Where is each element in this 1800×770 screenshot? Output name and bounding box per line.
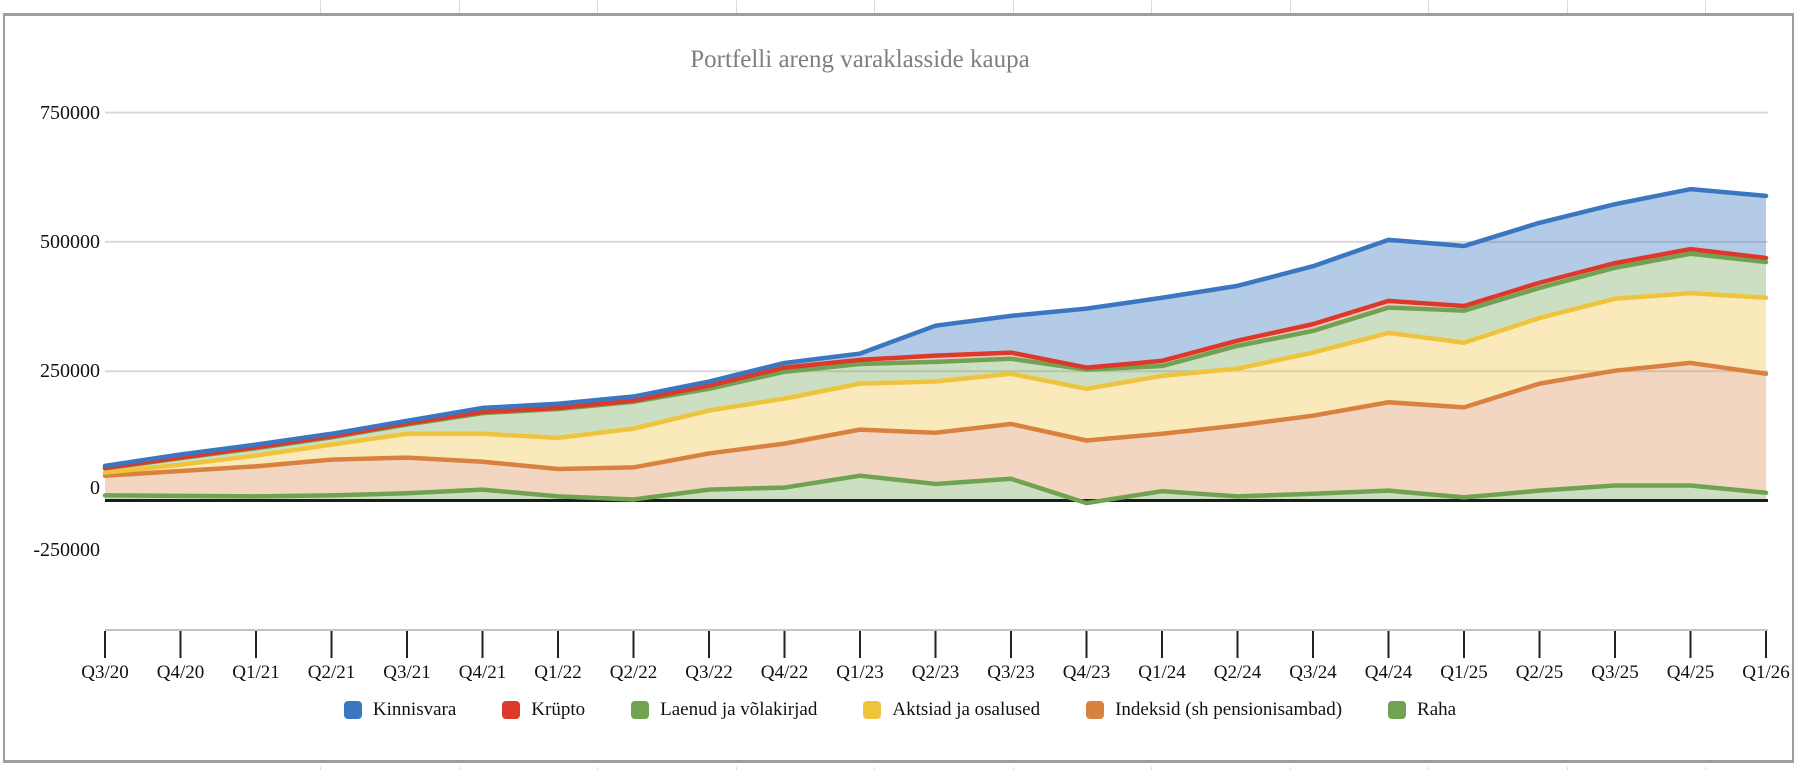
series-line-Raha (102, 473, 1769, 506)
x-axis-tick-label: Q3/24 (1289, 662, 1337, 683)
legend-item-raha: Raha (1388, 699, 1456, 721)
chart-object[interactable] (3, 13, 1794, 763)
legend-item-label: Indeksid (sh pensionisambad) (1115, 699, 1343, 720)
column-border-line (1567, 0, 1568, 13)
column-border-line (874, 767, 875, 770)
y-axis-tick-label: -250000 (33, 539, 100, 561)
column-border-line (597, 767, 598, 770)
legend-item-label: Laenud ja võlakirjad (660, 699, 818, 720)
column-border-line (1428, 0, 1429, 13)
column-border-line (1151, 767, 1152, 770)
x-axis-tick-label: Q4/25 (1666, 662, 1715, 683)
column-border-line (1428, 767, 1429, 770)
x-axis-tick-label: Q1/25 (1440, 662, 1488, 683)
series-area-Kinnisvara (105, 189, 1766, 468)
legend-swatch-icon (1388, 701, 1407, 719)
column-border-line (1013, 0, 1014, 13)
series-line-Kinnisvara (102, 186, 1769, 469)
y-axis-tick-label: 0 (90, 477, 100, 499)
column-border-line (736, 0, 737, 13)
chart-legend: Kinnisvara Krüpto Laenud ja võlakirjad Akts… (0, 699, 1800, 721)
legend-item-label: Krüpto (531, 699, 586, 720)
series-line-Aktsiad ja osalused (102, 290, 1769, 475)
series-area-Aktsiad ja osalused (105, 293, 1766, 476)
x-axis-tick-label: Q1/26 (1742, 662, 1790, 683)
series-line-Krüpto (102, 246, 1769, 471)
column-border-line (597, 0, 598, 13)
x-axis-tick-label: Q2/22 (609, 662, 658, 683)
column-border-line (1567, 767, 1568, 770)
x-axis-tick-label: Q1/23 (836, 662, 884, 683)
y-axis-tick-label: 750000 (40, 101, 100, 124)
legend-swatch-icon (502, 701, 521, 719)
series-area-Raha (105, 475, 1766, 504)
x-axis-tick-label: Q4/24 (1364, 662, 1413, 683)
column-border-line (874, 0, 875, 13)
x-axis-tick-label: Q3/21 (383, 662, 431, 683)
x-axis-tick-label: Q4/22 (760, 662, 809, 683)
column-border-line (736, 767, 737, 770)
x-axis-tick-label: Q4/23 (1062, 662, 1111, 683)
column-border-line (320, 0, 321, 13)
x-axis-tick-label: Q3/20 (81, 662, 129, 683)
x-axis-tick-label: Q2/23 (911, 662, 960, 683)
x-axis-tick-label: Q3/23 (987, 662, 1035, 683)
legend-item-label: Raha (1417, 699, 1457, 720)
x-axis-tick-label: Q1/22 (534, 662, 582, 683)
legend-item-kinnisvara: Kinnisvara (343, 699, 457, 721)
column-border-line (459, 767, 460, 770)
column-border-line (320, 767, 321, 770)
series-area-Krüpto (105, 249, 1766, 469)
column-border-line (1151, 0, 1152, 13)
legend-item-label: Aktsiad ja osalused (892, 699, 1041, 720)
x-axis-tick-label: Q4/21 (458, 662, 507, 683)
x-axis-tick-label: Q2/24 (1213, 662, 1262, 683)
legend-item-label: Kinnisvara (372, 699, 457, 720)
legend-swatch-icon (343, 701, 362, 719)
legend-swatch-icon (1086, 701, 1105, 719)
column-border-line (1013, 767, 1014, 770)
legend-item-krüpto: Krüpto (502, 699, 585, 721)
x-axis-tick-label: Q3/25 (1591, 662, 1639, 683)
column-border-line (1290, 0, 1291, 13)
chart-title: Portfelli areng varaklasside kaupa (690, 46, 1030, 73)
x-axis-tick-label: Q2/21 (307, 662, 356, 683)
legend-swatch-icon (631, 701, 650, 719)
legend-item-laenud-ja-võlakirjad: Laenud ja võlakirjad (631, 699, 817, 721)
y-axis-tick-label: 500000 (40, 230, 100, 253)
y-axis-tick-label: 250000 (40, 360, 100, 383)
x-axis-tick-label: Q2/25 (1515, 662, 1564, 683)
x-axis-tick-label: Q1/24 (1138, 662, 1186, 683)
x-axis-tick-label: Q4/20 (156, 662, 205, 683)
column-border-line (459, 0, 460, 13)
series-line-Indeksid (sh pensionisambad) (102, 360, 1769, 478)
legend-item-aktsiad-ja-osalused: Aktsiad ja osalused (863, 699, 1040, 721)
legend-item-indeksid-sh-pensionisambad-: Indeksid (sh pensionisambad) (1086, 699, 1342, 721)
x-axis-tick-label: Q1/21 (232, 662, 280, 683)
x-axis-tick-label: Q3/22 (685, 662, 733, 683)
legend-swatch-icon (863, 701, 882, 719)
spreadsheet-bottom-row (0, 767, 1800, 770)
column-border-line (1705, 0, 1706, 13)
column-border-line (1290, 767, 1291, 770)
spreadsheet-top-row (0, 0, 1800, 13)
column-border-line (1705, 767, 1706, 770)
